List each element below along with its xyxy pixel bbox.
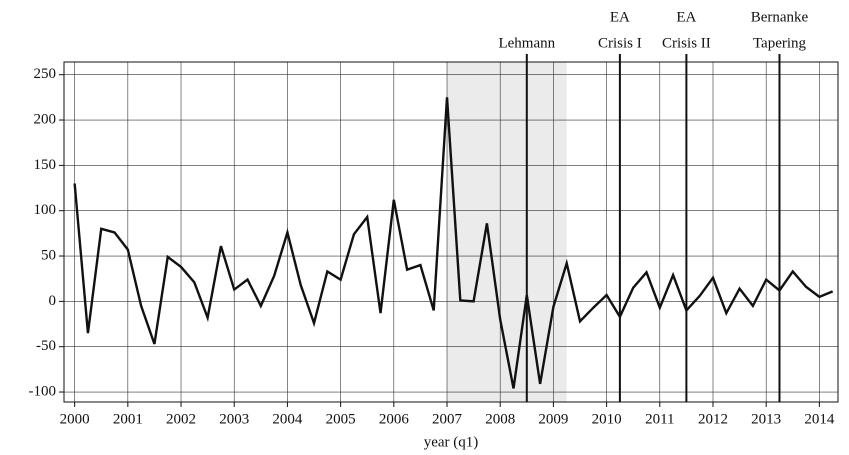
x-tick-label: 2003: [219, 411, 249, 427]
x-tick-label: 2011: [645, 411, 674, 427]
x-tick-label: 2007: [432, 411, 463, 427]
data-line: [73, 97, 834, 389]
event-label: Lehmann: [498, 35, 555, 51]
x-tick-label: 2000: [60, 411, 90, 427]
event-label: Crisis I: [598, 35, 642, 51]
event-label: Tapering: [753, 35, 807, 51]
y-tick-label: -50: [36, 338, 56, 354]
event-label: Crisis II: [662, 35, 711, 51]
x-tick-label: 2004: [272, 411, 303, 427]
x-tick-label: 2008: [485, 411, 515, 427]
x-tick-label: 2010: [592, 411, 622, 427]
x-tick-label: 2005: [326, 411, 356, 427]
x-tick-label: 2001: [113, 411, 143, 427]
event-label: EA: [610, 9, 630, 25]
x-tick-label: 2002: [166, 411, 196, 427]
event-label: Bernanke: [751, 9, 809, 25]
x-tick-label: 2006: [379, 411, 410, 427]
event-label: EA: [676, 9, 696, 25]
y-tick-label: 50: [41, 247, 56, 263]
y-tick-label: 250: [34, 66, 57, 82]
y-tick-label: 150: [34, 157, 57, 173]
y-tick-label: 100: [34, 202, 57, 218]
x-axis-label: year (q1): [424, 434, 479, 450]
x-tick-label: 2013: [751, 411, 781, 427]
x-tick-label: 2014: [804, 411, 835, 427]
plot-frame: [63, 61, 839, 403]
x-tick-label: 2012: [698, 411, 728, 427]
y-tick-label: 200: [34, 111, 57, 127]
x-tick-label: 2009: [538, 411, 568, 427]
y-tick-label: -100: [29, 383, 57, 399]
y-tick-label: 0: [49, 293, 57, 309]
